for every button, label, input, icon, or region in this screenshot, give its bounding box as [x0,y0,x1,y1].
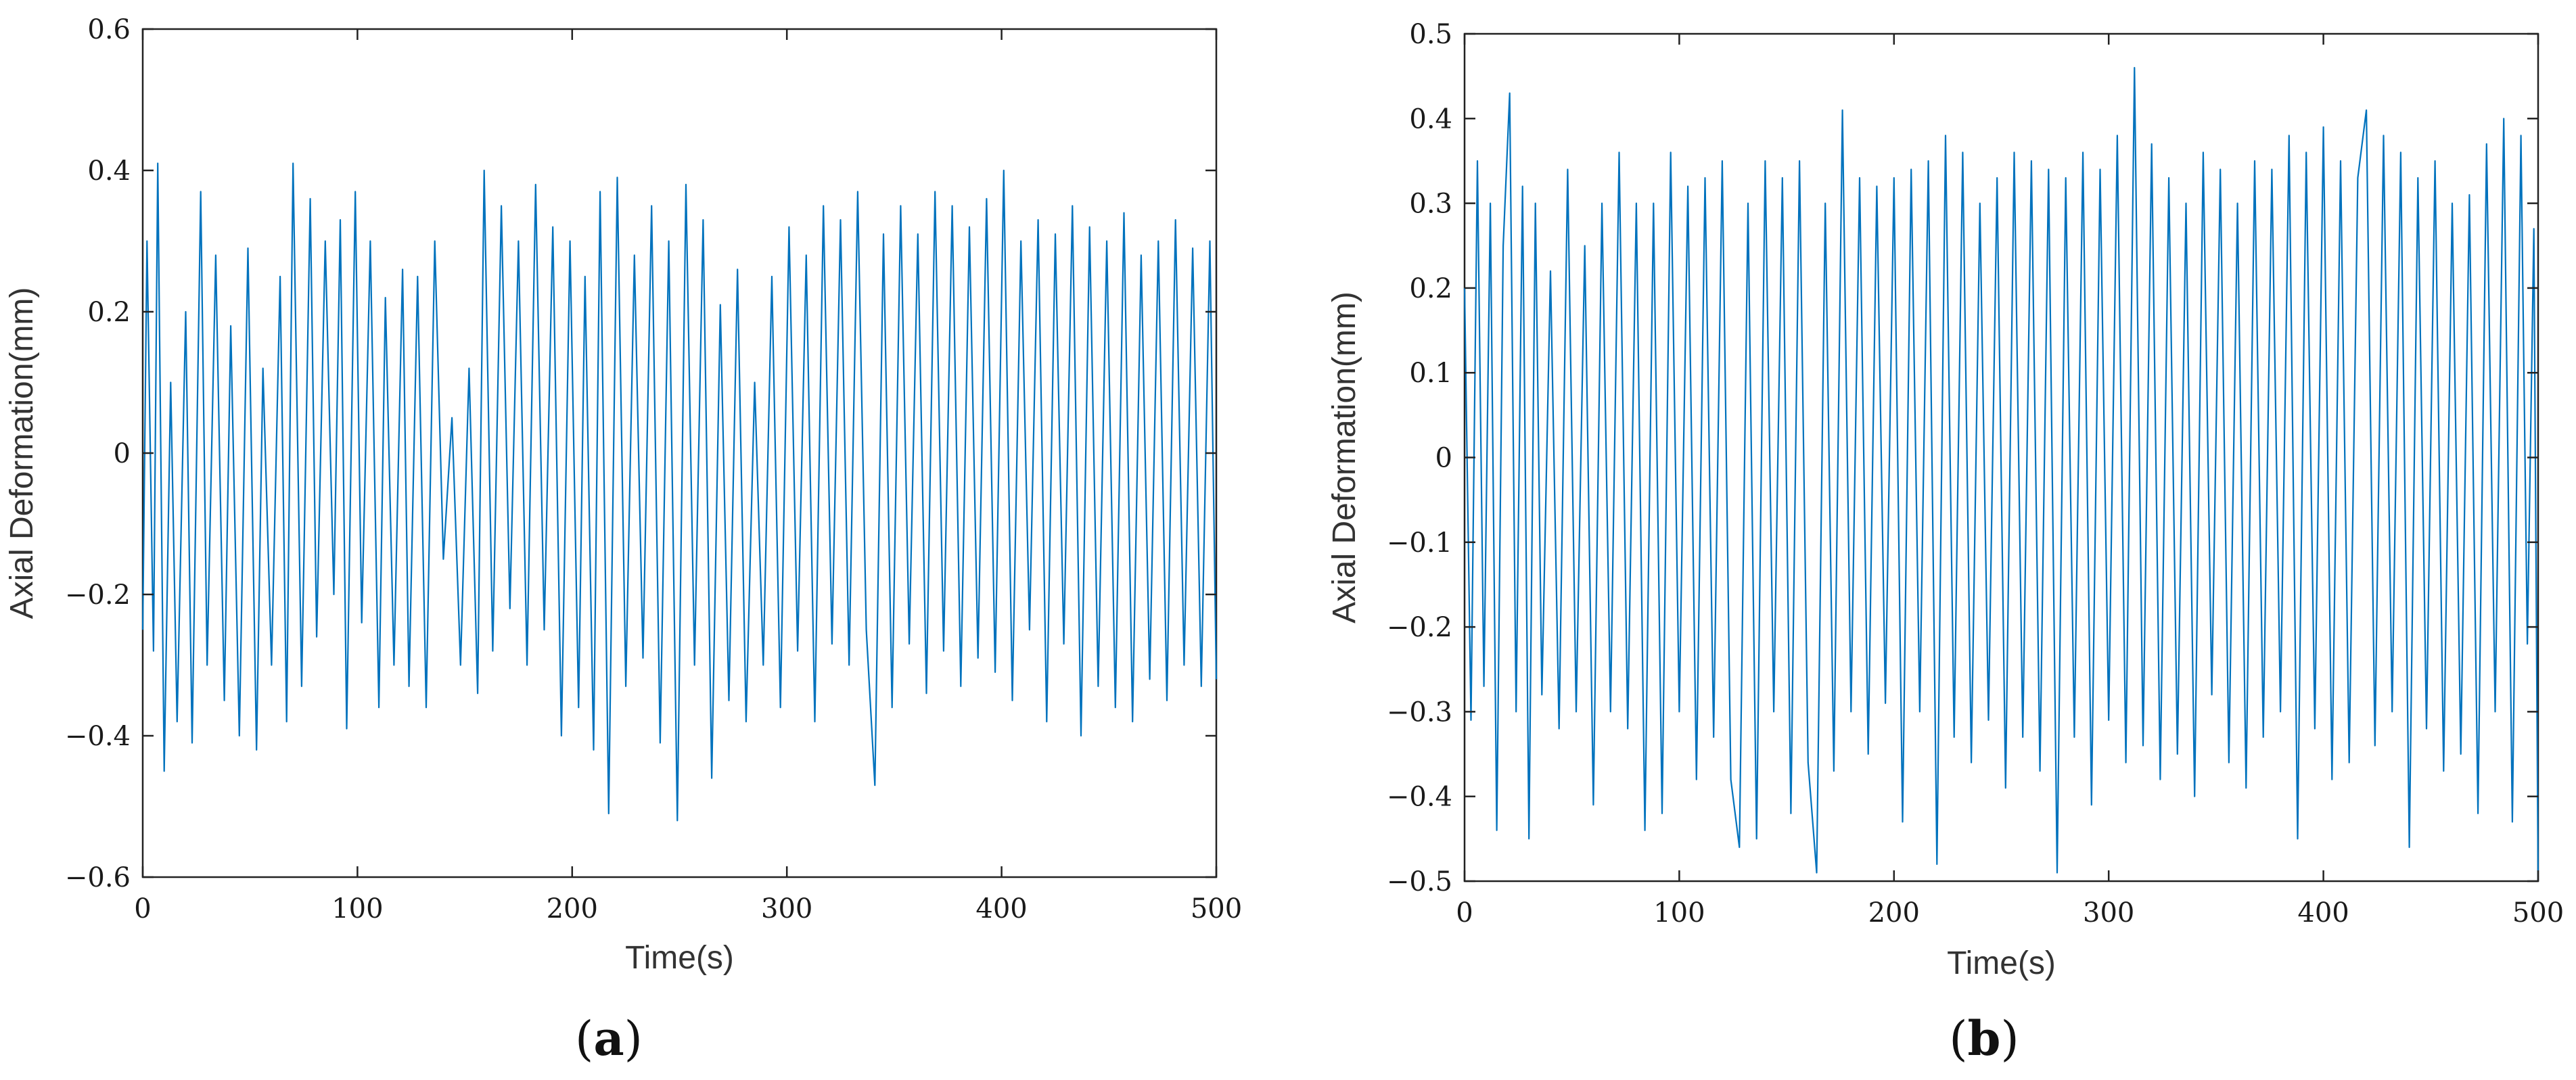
y-tick-label: −0.5 [1387,866,1452,897]
panel-label: (b) [1949,1010,2019,1066]
x-tick-label: 500 [1191,893,1242,924]
x-axis-label: Time(s) [625,940,734,976]
plot-frame [141,28,1218,878]
series-line [1463,67,2539,882]
y-tick-label: −0.4 [65,721,131,752]
y-tick-label: −0.2 [1387,612,1452,643]
y-tick-label: 0 [114,438,131,469]
x-tick-label: 100 [331,893,383,924]
y-tick-label: 0.4 [87,156,131,187]
y-tick-label: 0 [1435,443,1452,474]
x-tick-label: 300 [2083,897,2134,929]
y-tick-label: 0.6 [87,14,131,45]
y-tick-label: 0.3 [1409,189,1452,220]
panel-label-open-paren: ( [575,1011,593,1066]
chart-panel-a: 0 100 200 300 400 500 −0.6 −0.4 −0.2 0 0.2 0.4 0.6 Ti… [4,14,1242,1066]
x-tick-label: 100 [1653,897,1705,929]
panel-label-open-paren: ( [1949,1011,1967,1066]
y-tick-label: −0.3 [1387,697,1452,728]
panel-label-letter: a [593,1010,624,1066]
x-tick-label: 200 [547,893,598,924]
y-tick-label: 0.1 [1409,358,1452,389]
x-tick-label: 0 [1456,897,1473,929]
x-tick-label: 500 [2512,897,2564,929]
panel-label-close-paren: ) [2000,1011,2019,1066]
x-tick-label: 300 [761,893,812,924]
panel-label: (a) [575,1010,643,1066]
x-tick-label: 400 [2297,897,2349,929]
x-tick-label: 400 [975,893,1027,924]
panel-label-letter: b [1968,1010,2001,1066]
y-tick-label: 0.5 [1409,19,1452,50]
panel-label-close-paren: ) [624,1011,643,1066]
y-axis-label: Axial Deformation(mm) [1327,291,1362,624]
y-tick-label: −0.4 [1387,782,1452,813]
x-axis-label: Time(s) [1947,945,2056,981]
series-line [141,162,1218,822]
x-tick-label: 0 [134,893,151,924]
y-tick-label: 0.2 [87,297,131,328]
y-tick-label: −0.6 [65,862,131,893]
y-axis-label: Axial Deformation(mm) [4,287,40,619]
chart-panel-b: 0 100 200 300 400 500 −0.5 −0.4 −0.3 −0.2 −0.1 0 0.1… [1327,19,2564,1066]
y-tick-label: −0.2 [65,580,131,611]
x-tick-label: 200 [1868,897,1920,929]
y-tick-label: 0.2 [1409,273,1452,304]
y-tick-label: 0.4 [1409,103,1452,135]
y-tick-label: −0.1 [1387,527,1452,559]
